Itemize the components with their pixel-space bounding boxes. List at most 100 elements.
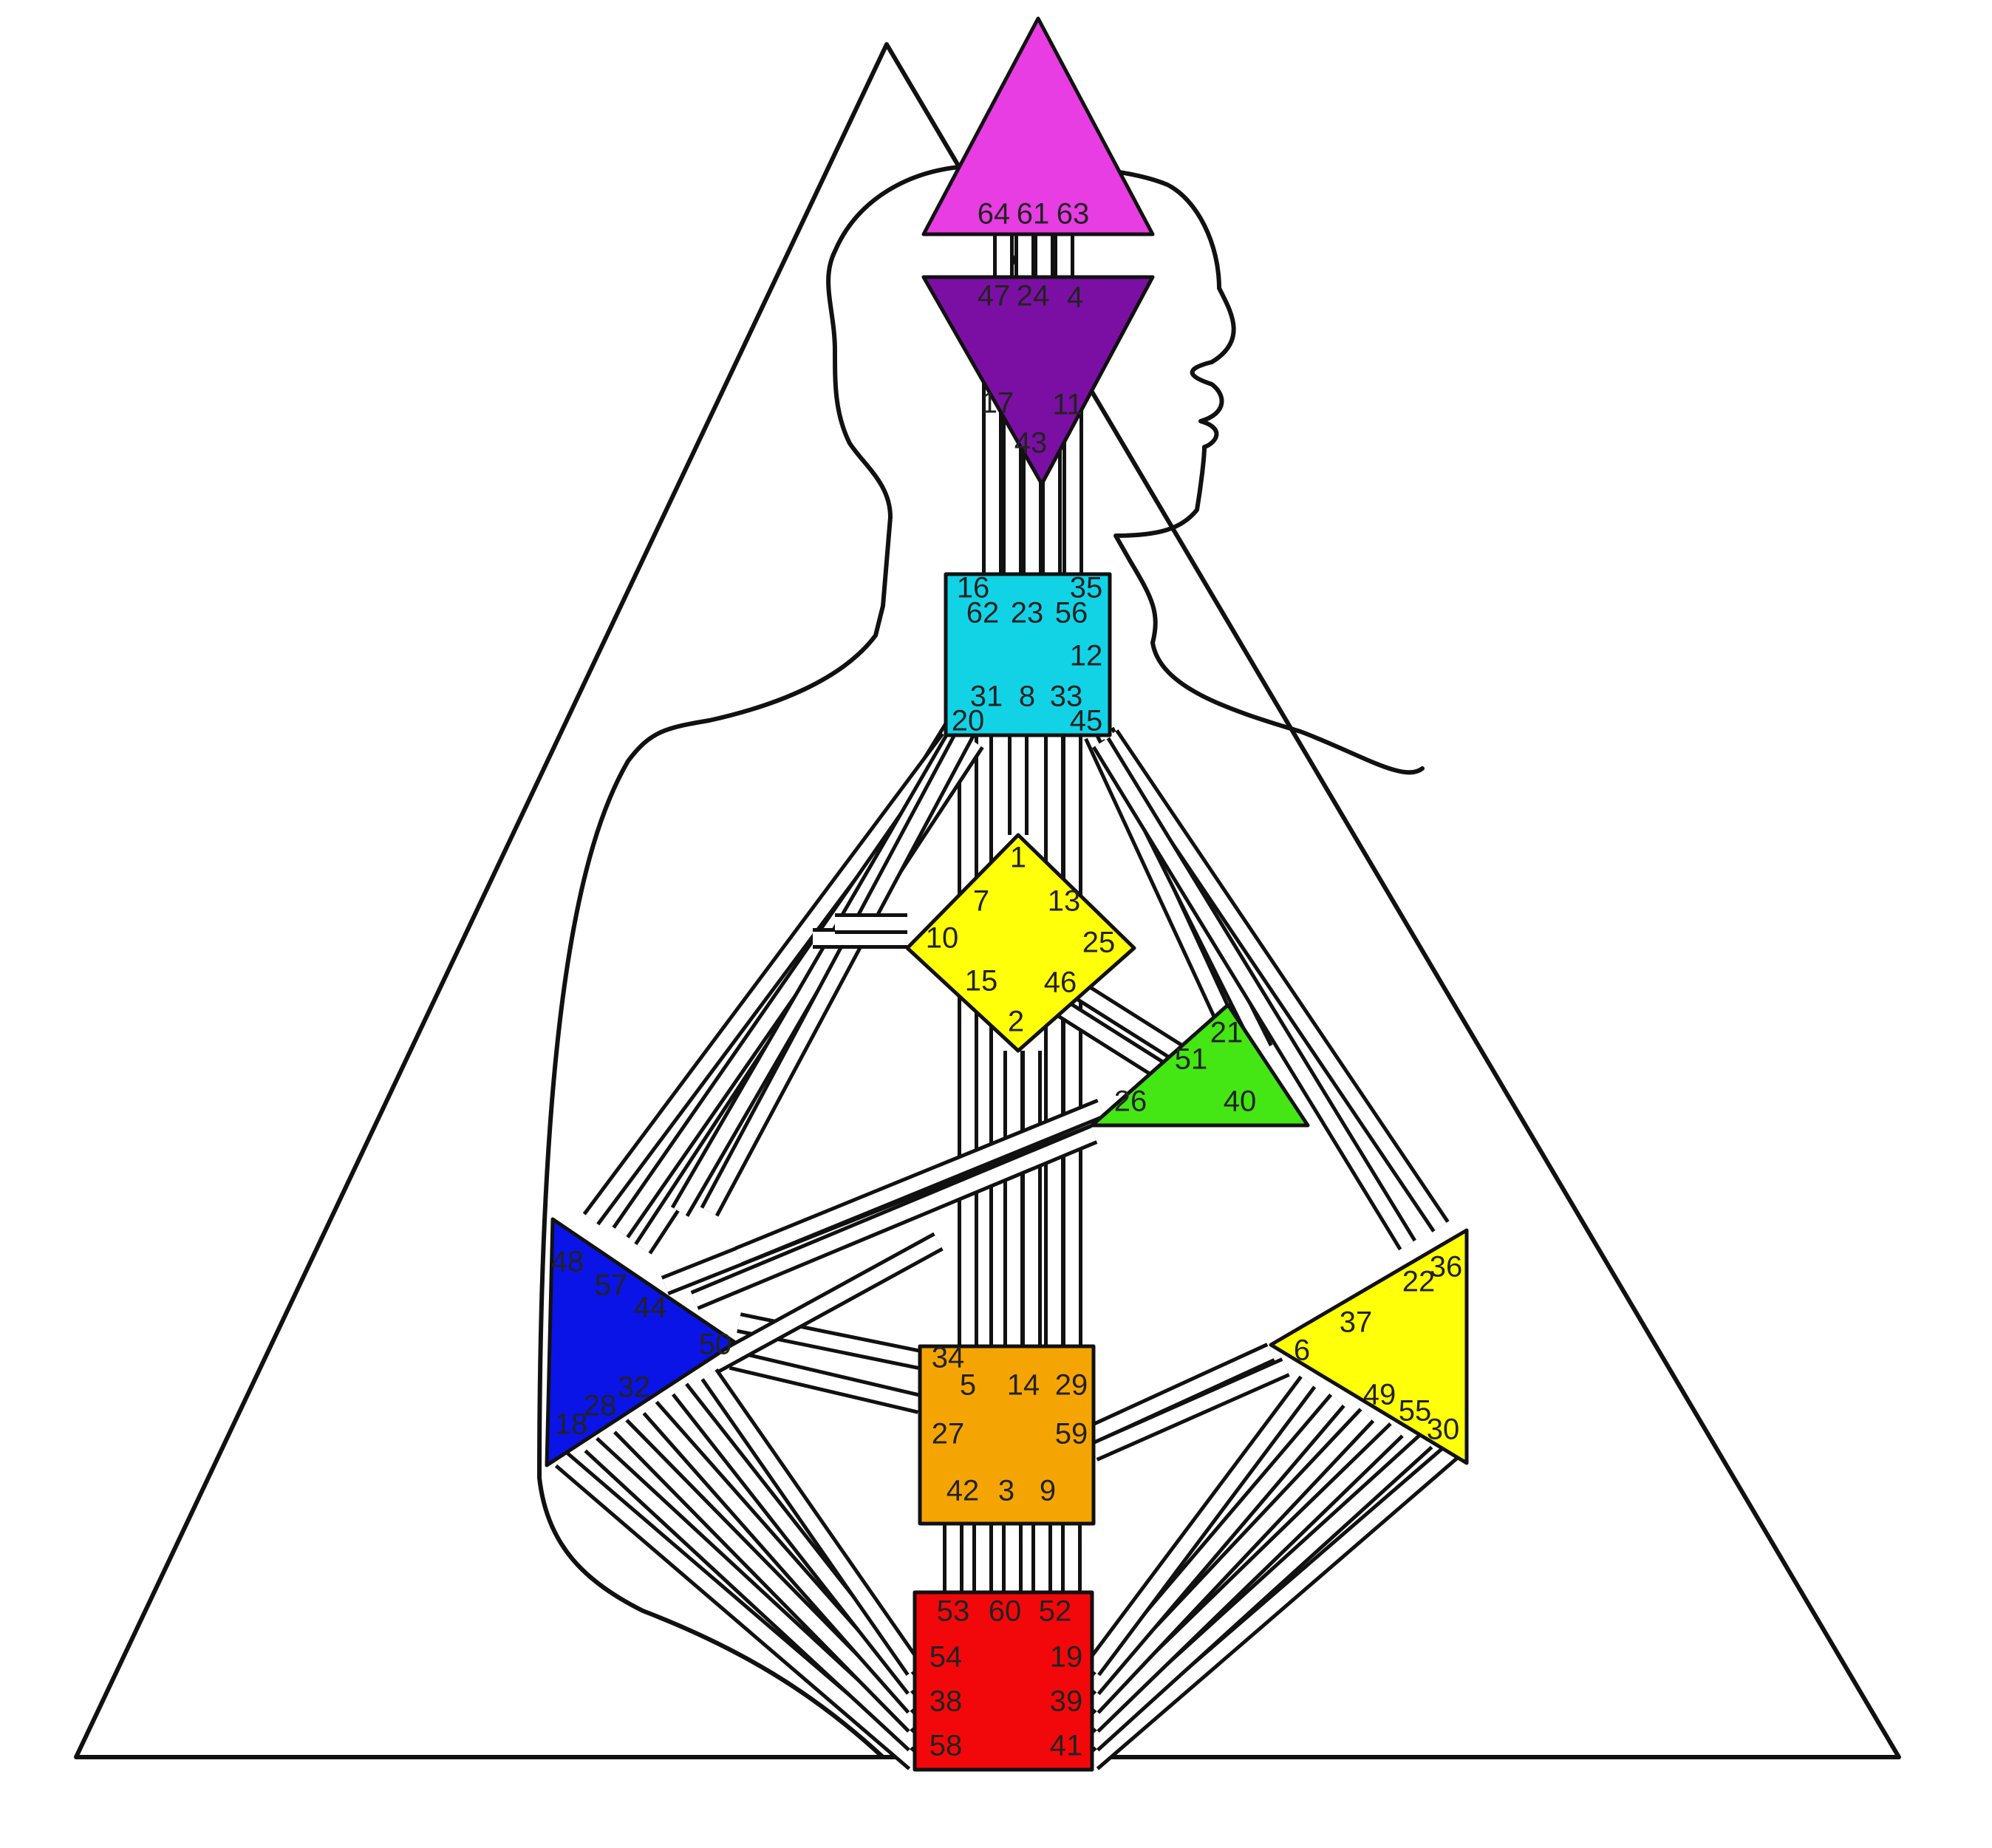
gate-38: 38	[930, 1685, 963, 1718]
gate-39: 39	[1050, 1685, 1083, 1718]
gate-31: 31	[970, 681, 1003, 713]
center-g[interactable]: 17 13 10 25 15 46 2	[905, 833, 1136, 1053]
gate-7: 7	[973, 885, 989, 918]
gate-27: 27	[932, 1418, 965, 1450]
gate-26: 26	[1114, 1085, 1147, 1118]
center-root[interactable]: 53 60 52 54 19 38 39 58 41	[913, 1590, 1094, 1772]
gate-35: 35	[1070, 572, 1103, 604]
gate-57: 57	[595, 1269, 628, 1302]
gate-56: 56	[1055, 597, 1088, 630]
gate-51: 51	[1175, 1043, 1208, 1076]
gate-12: 12	[1070, 640, 1103, 672]
gate-25: 25	[1082, 927, 1116, 959]
channel-line-34-fill	[729, 1353, 922, 1411]
gate-6: 6	[1294, 1334, 1310, 1367]
gate-18: 18	[555, 1408, 588, 1441]
gate-13: 13	[1048, 885, 1081, 918]
gate-29: 29	[1055, 1369, 1088, 1402]
channel-line-17-fill	[585, 734, 955, 1224]
gate-43: 43	[1014, 427, 1048, 460]
gate-24: 24	[1017, 280, 1050, 313]
gate-16: 16	[957, 572, 990, 604]
channel-line-41-fill	[645, 1403, 920, 1711]
spleen-shape	[545, 1217, 737, 1467]
gate-22: 22	[1402, 1266, 1436, 1298]
channel-line-43-fill	[703, 1370, 921, 1674]
gate-54: 54	[930, 1641, 963, 1674]
gate-5: 5	[960, 1369, 976, 1402]
gate-62: 62	[966, 597, 1000, 630]
gate-21: 21	[1210, 1017, 1244, 1049]
gate-63: 63	[1057, 198, 1090, 231]
gate-45: 45	[1070, 705, 1103, 737]
gate-36: 36	[1430, 1251, 1463, 1283]
gate-2: 2	[1008, 1006, 1024, 1038]
gate-44: 44	[634, 1292, 667, 1324]
gate-15: 15	[965, 965, 998, 998]
gate-60: 60	[989, 1595, 1022, 1628]
gate-10: 10	[926, 922, 959, 955]
gate-52: 52	[1039, 1595, 1072, 1628]
channel-line-46-fill	[1087, 1425, 1402, 1731]
gate-59: 59	[1055, 1418, 1088, 1450]
center-sacral[interactable]: 345 14 29 27 59 42 3 9	[918, 1342, 1096, 1526]
center-head[interactable]: 64 61 63	[921, 16, 1155, 236]
channel-line-25-fill	[1095, 739, 1413, 1249]
channel-line-45-fill	[1087, 1436, 1431, 1749]
gate-23: 23	[1011, 597, 1044, 630]
gate-61: 61	[1017, 198, 1050, 231]
channels	[554, 234, 1463, 1770]
gate-8: 8	[1019, 681, 1035, 713]
gate-20: 20	[952, 705, 985, 737]
gate-3: 3	[998, 1475, 1014, 1507]
gate-55: 55	[1399, 1395, 1432, 1428]
gate-34: 34	[932, 1342, 965, 1374]
sacral-shape	[918, 1344, 1096, 1526]
channel-line-35-fill	[706, 1235, 942, 1373]
body-silhouette	[537, 163, 1425, 1759]
channel-line-36-fill	[1091, 1346, 1274, 1440]
solar-plexus-shape	[1269, 1228, 1469, 1465]
gate-48: 48	[551, 1246, 584, 1278]
gate-30: 30	[1427, 1414, 1460, 1446]
head-shape	[921, 16, 1155, 236]
channel-line-21-fill	[703, 724, 974, 1215]
center-throat[interactable]: 16 35 62 23 56 12 31 8 33 20 45	[944, 572, 1112, 737]
channel-line-48-fill	[1087, 1396, 1343, 1693]
gate-53: 53	[937, 1595, 970, 1628]
gate-42: 42	[946, 1475, 980, 1507]
g-shape	[905, 833, 1136, 1053]
gate-47: 47	[978, 280, 1011, 313]
gate-49: 49	[1363, 1379, 1396, 1411]
channel-line-39-fill	[586, 1439, 920, 1749]
channel-line-49-fill	[1086, 1377, 1314, 1674]
channel-line-42-fill	[674, 1385, 921, 1693]
gate-64: 64	[978, 198, 1011, 231]
gate-19: 19	[1050, 1641, 1083, 1674]
gate-58: 58	[930, 1730, 963, 1762]
channel-line-44-fill	[1088, 1443, 1460, 1767]
gate-4: 4	[1067, 282, 1083, 314]
gate-33: 33	[1050, 681, 1083, 713]
gate-11: 11	[1052, 389, 1083, 421]
gate-17: 17	[981, 387, 1014, 420]
gate-1: 1	[1010, 842, 1026, 874]
gate-37: 37	[1340, 1306, 1373, 1339]
gate-46: 46	[1044, 966, 1077, 999]
channel-line-38-fill	[557, 1454, 919, 1767]
gate-40: 40	[1224, 1085, 1257, 1118]
gate-14: 14	[1007, 1369, 1040, 1402]
channel-line-37-fill	[1091, 1360, 1289, 1459]
channel-line-47-fill	[1087, 1410, 1372, 1712]
gate-28: 28	[584, 1390, 617, 1422]
gate-9: 9	[1040, 1475, 1056, 1507]
heart-shape	[1090, 1003, 1310, 1128]
throat-shape	[944, 572, 1112, 737]
